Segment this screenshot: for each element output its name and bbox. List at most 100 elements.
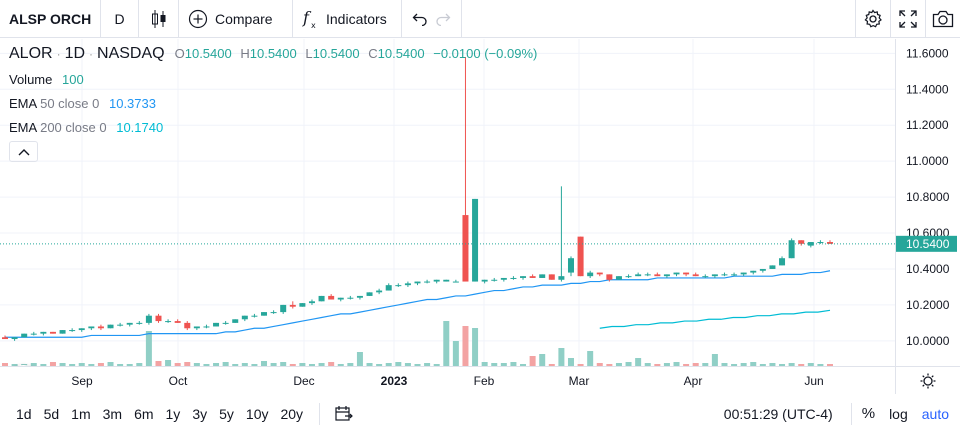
ema200-value: 10.1740 [116,120,164,135]
volume-bar [779,364,786,366]
volume-bar [356,352,363,366]
auto-toggle[interactable]: auto [921,405,949,422]
candle-body [731,274,738,276]
candle-body [270,312,277,314]
candle-body [222,322,229,324]
candle-body [491,279,498,281]
candle-body [481,279,488,282]
candle-body [155,315,162,322]
candle-body [366,292,373,296]
indicators-button[interactable]: f x Indicators [293,0,402,38]
candle-body [184,322,191,329]
range-button-5d[interactable]: 5d [43,405,60,422]
settings-button[interactable] [855,0,890,38]
price-chart[interactable] [0,39,895,366]
candle-body [558,276,565,280]
range-button-1y[interactable]: 1y [165,405,181,422]
candle-body [376,290,383,293]
high-value: 10.5400 [249,46,297,61]
volume-bar [750,362,757,366]
compare-button[interactable]: Compare [179,0,293,38]
ema50-line [5,270,831,338]
candle-body [59,330,66,334]
volume-bar [827,364,833,366]
candle-body [663,274,670,277]
volume-bar [798,364,805,366]
range-button-3m[interactable]: 3m [102,405,123,422]
undo-icon[interactable] [412,12,428,26]
last-price-badge: 10.5400 [896,235,957,252]
candle-body [69,330,76,332]
symbol-search-button[interactable]: ALSP ORCH [0,0,101,38]
range-button-1d[interactable]: 1d [16,405,32,422]
candle-body [193,326,200,329]
range-button-5y[interactable]: 5y [219,405,234,422]
candle-body [635,274,642,277]
snapshot-button[interactable] [925,0,960,38]
redo-icon[interactable] [435,12,451,26]
interval-button[interactable]: D [101,0,139,38]
volume-bar [184,362,191,366]
legend-ema200[interactable]: EMA 200 close 0 10.1740 [9,120,537,135]
log-toggle[interactable]: log [889,405,908,422]
interval-label: D [114,10,125,27]
legend-exchange: NASDAQ [97,45,165,62]
fullscreen-button[interactable] [890,0,925,38]
volume-bar [289,364,296,366]
range-button-1m[interactable]: 1m [71,405,91,422]
candle-body [644,274,651,276]
candle-body [136,322,143,324]
range-button-6m[interactable]: 6m [134,405,154,422]
undo-redo-group [402,0,462,38]
volume-bar [683,364,690,366]
volume-bar [491,363,498,366]
compare-label: Compare [215,10,273,27]
chart-pane[interactable]: ALOR · 1D · NASDAQ O10.5400 H10.5400 L10… [0,39,895,366]
candle-body [702,276,709,278]
volume-bar [520,364,527,366]
fx-icon: f x [302,8,316,30]
candle-body [510,277,517,279]
calendar-range-icon[interactable] [334,405,354,423]
candle-body [615,276,622,280]
percent-toggle[interactable]: % [861,405,876,422]
legend-interval: 1D [64,45,86,62]
price-axis[interactable]: 11.6000 11.4000 11.2000 11.0000 10.8000 10.60… [895,39,960,366]
legend-volume[interactable]: Volume 100 [9,72,537,87]
legend-collapse-button[interactable] [9,141,38,162]
close-value: 10.5400 [377,46,425,61]
candle-body [433,279,440,282]
candle-body [529,276,536,278]
chart-type-button[interactable] [139,0,179,38]
range-button-3y[interactable]: 3y [192,405,208,422]
camera-icon [932,10,954,27]
range-button-10y[interactable]: 10y [245,405,269,422]
volume-bar [788,363,795,366]
candle-body [232,319,239,323]
range-button-20y[interactable]: 20y [280,405,304,422]
candle-body [117,324,124,326]
axis-settings-button[interactable] [895,366,960,394]
time-axis[interactable]: Sep Oct Dec 2023 Feb Mar Apr Jun [0,366,895,394]
volume-bar [69,364,76,366]
volume-bar [88,364,95,366]
candle-body [587,272,594,277]
candle-body [299,303,306,307]
candle-body [711,274,718,277]
volume-bar [567,358,574,366]
legend-header: ALOR · 1D · NASDAQ O10.5400 H10.5400 L10… [9,45,537,63]
volume-bar [615,363,622,366]
volume-bar [731,364,738,366]
clock-label[interactable]: 00:51:29 (UTC-4) [723,405,833,422]
candle-body [759,268,766,271]
volume-bar [107,362,114,366]
legend-ema50[interactable]: EMA 50 close 0 10.3733 [9,96,537,111]
volume-bar [817,364,824,366]
volume-bar [606,364,613,366]
legend-ticker[interactable]: ALOR [9,45,53,62]
volume-bar [711,354,718,366]
volume-bar [673,362,680,366]
tradingview-logo-button[interactable] [7,365,40,366]
volume-bar [424,363,431,366]
candle-body [443,279,450,282]
